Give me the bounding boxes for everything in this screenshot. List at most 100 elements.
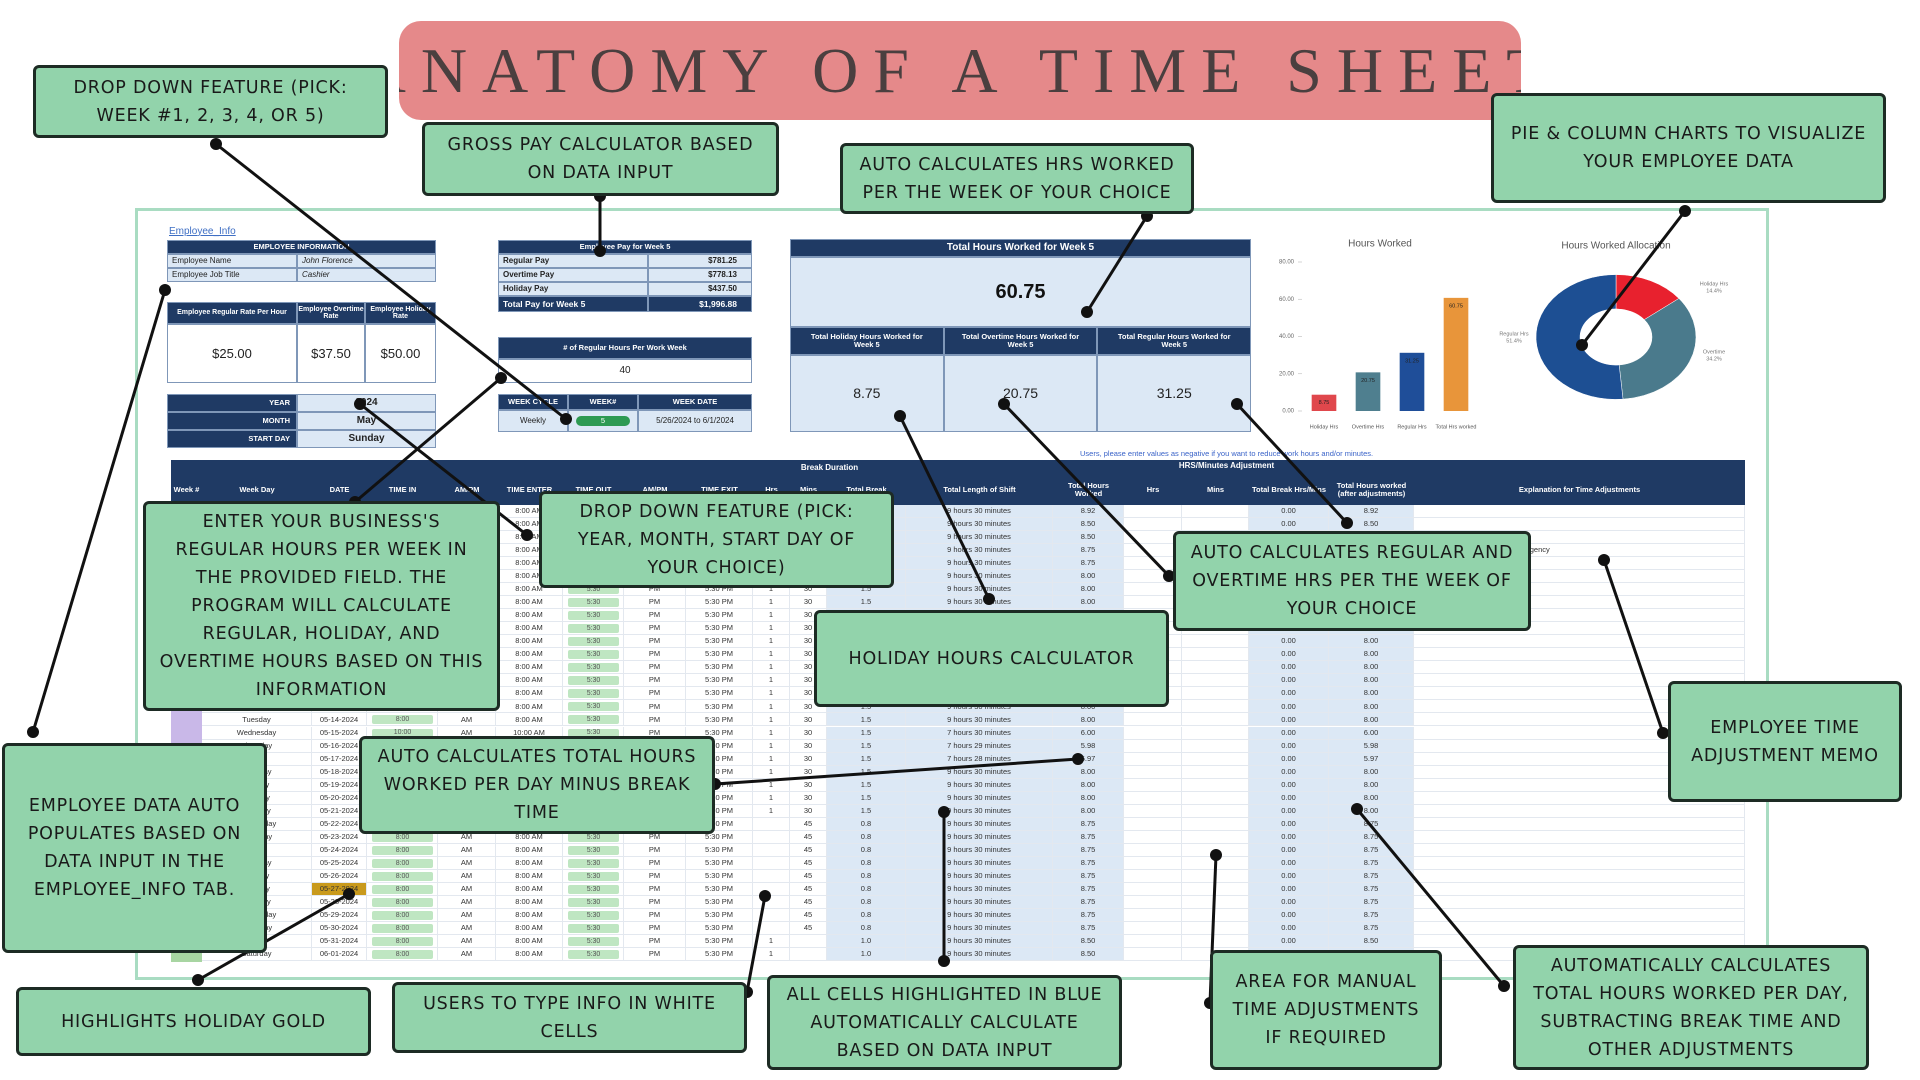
table-cell [1124, 856, 1182, 870]
table-cell [790, 948, 827, 962]
table-cell: 8.50 [1053, 948, 1124, 962]
pay-value: $778.13 [648, 268, 752, 282]
table-cell: 8.50 [1053, 531, 1124, 545]
totals-sub-header: Total Regular Hours Worked for Week 5 [1097, 327, 1252, 355]
pay-label: Holiday Pay [498, 282, 648, 296]
table-cell: 8.00 [1329, 778, 1414, 792]
table-cell: 45 [790, 921, 827, 935]
table-cell: AM [438, 713, 496, 727]
table-cell: 8.00 [1329, 635, 1414, 649]
table-cell [1124, 830, 1182, 844]
table-cell: 0.00 [1249, 804, 1329, 818]
table-cell: 5:30 PM [686, 700, 753, 714]
table-cell: 45 [790, 843, 827, 857]
table-cell: 8:00 AM [496, 948, 563, 962]
column-header: Total Hours worked (after adjustments) [1336, 480, 1407, 498]
table-cell: 45 [790, 908, 827, 922]
table-cell: 8.50 [1053, 934, 1124, 948]
table-cell: 1.5 [827, 713, 906, 727]
table-cell: 8:00 AM [496, 635, 563, 649]
ampm-pill: 8:00 [372, 715, 433, 725]
table-cell: 9 hours 30 minutes [906, 908, 1053, 922]
table-cell: 05-14-2024 [312, 713, 367, 727]
table-cell: 45 [790, 882, 827, 896]
table-cell [1182, 726, 1249, 740]
table-cell: 1 [753, 752, 790, 766]
table-cell: 0.00 [1249, 687, 1329, 701]
table-cell: 8.75 [1053, 817, 1124, 831]
table-cell: 1 [753, 622, 790, 636]
week-selector[interactable]: 5 [576, 416, 630, 426]
table-cell: 1 [753, 609, 790, 623]
table-cell [753, 856, 790, 870]
table-cell: 5:30 PM [686, 622, 753, 636]
table-cell [1414, 661, 1745, 675]
table-cell: 8.75 [1053, 882, 1124, 896]
table-cell: 8:00 AM [496, 934, 563, 948]
cycle-header: WEEK# [568, 394, 638, 410]
table-cell: AM [438, 843, 496, 857]
table-cell: 5.97 [1329, 752, 1414, 766]
table-cell: 1 [753, 648, 790, 662]
column-header: Total Break Hrs/Mins [1251, 484, 1327, 494]
table-cell: 8.75 [1329, 921, 1414, 935]
rate-value: $25.00 [167, 324, 297, 383]
ampm-pill: 5:30 [568, 624, 619, 634]
table-cell: 8.75 [1053, 908, 1124, 922]
table-cell [753, 817, 790, 831]
table-cell: 9 hours 30 minutes [906, 557, 1053, 571]
employee-field-label: Employee Job Title [167, 268, 297, 282]
table-cell: 8.75 [1053, 544, 1124, 558]
table-cell [1182, 869, 1249, 883]
table-cell: PM [624, 908, 686, 922]
table-cell: 0.8 [827, 869, 906, 883]
ampm-pill: 8:00 [372, 910, 433, 920]
table-cell: 1 [753, 739, 790, 753]
employee-info-link[interactable]: Employee_Info [169, 226, 236, 237]
regular-hours-header: # of Regular Hours Per Work Week [498, 337, 752, 359]
column-header: TIME ENTER [506, 484, 553, 494]
table-cell: PM [624, 661, 686, 675]
connector-dot [27, 726, 39, 738]
table-cell: 5.98 [1329, 739, 1414, 753]
table-cell: 8:00 AM [496, 687, 563, 701]
table-cell: 0.00 [1249, 908, 1329, 922]
table-cell [1182, 843, 1249, 857]
table-cell: PM [624, 596, 686, 610]
table-cell: 8.75 [1053, 856, 1124, 870]
table-cell: 5:30 PM [686, 895, 753, 909]
table-cell: AM [438, 908, 496, 922]
table-cell: 0.00 [1249, 661, 1329, 675]
column-header: Hrs [1146, 484, 1160, 494]
table-cell: 05-24-2024 [312, 843, 367, 857]
callout: AUTO CALCULATES HRS WORKED PER THE WEEK … [840, 143, 1194, 214]
table-cell [1124, 726, 1182, 740]
table-cell: AM [438, 921, 496, 935]
table-cell: PM [624, 843, 686, 857]
totals-sub-value: 31.25 [1097, 355, 1252, 432]
table-cell [753, 882, 790, 896]
totals-value: 60.75 [790, 257, 1251, 327]
table-cell: 9 hours 30 minutes [906, 882, 1053, 896]
table-cell [1182, 830, 1249, 844]
column-header: Week Day [239, 484, 275, 494]
totals-sub-header: Total Overtime Hours Worked for Week 5 [943, 327, 1098, 355]
ampm-pill: 8:00 [372, 950, 433, 960]
table-cell: AM [438, 948, 496, 962]
callout: AUTO CALCULATES REGULAR AND OVERTIME HRS… [1173, 531, 1531, 631]
table-cell [1414, 856, 1745, 870]
table-cell: 1 [753, 661, 790, 675]
table-cell: 8.92 [1053, 505, 1124, 519]
table-cell: 8:00 AM [496, 700, 563, 714]
table-cell: 0.00 [1249, 674, 1329, 688]
column-header: Mins [1206, 484, 1225, 494]
pay-header: Employee Pay for Week 5 [498, 240, 752, 254]
ampm-pill: 5:30 [568, 728, 619, 738]
rate-header: Employee Overtime Rate [297, 302, 365, 324]
ampm-pill: 5:30 [568, 663, 619, 673]
table-cell [1182, 765, 1249, 779]
table-cell: 9 hours 30 minutes [906, 934, 1053, 948]
callout: PIE & COLUMN CHARTS TO VISUALIZE YOUR EM… [1491, 93, 1886, 203]
callout: HIGHLIGHTS HOLIDAY GOLD [16, 987, 371, 1056]
table-cell [1182, 505, 1249, 519]
